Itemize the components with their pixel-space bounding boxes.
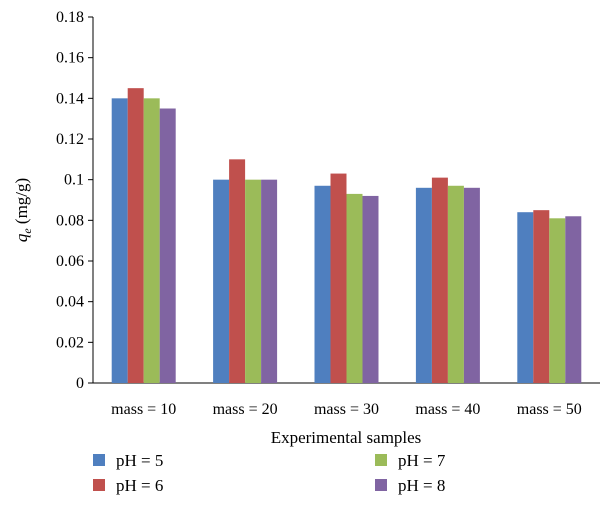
bar xyxy=(346,193,363,383)
bar xyxy=(565,216,582,383)
y-axis-title-subscript: e xyxy=(20,228,34,234)
bar xyxy=(159,108,176,383)
y-tick-label: 0.16 xyxy=(56,50,84,67)
y-tick-label: 0 xyxy=(76,375,84,392)
bar xyxy=(362,195,379,383)
bar xyxy=(517,212,534,383)
bar xyxy=(463,187,480,383)
bar xyxy=(533,210,550,383)
bar xyxy=(415,187,432,383)
y-tick-label: 0.04 xyxy=(56,294,84,311)
y-tick-label: 0.14 xyxy=(56,90,84,107)
x-tick-label: mass = 10 xyxy=(111,401,176,418)
y-tick-label: 0.18 xyxy=(56,9,84,26)
bar xyxy=(213,179,230,383)
bar xyxy=(111,98,128,383)
y-axis-title-unit: (mg/g) xyxy=(12,178,31,229)
legend-label: pH = 8 xyxy=(398,476,445,495)
bar xyxy=(261,179,278,383)
bar xyxy=(330,173,347,383)
legend-label: pH = 6 xyxy=(116,476,163,495)
x-tick-label: mass = 50 xyxy=(517,401,582,418)
y-axis-title: qe (mg/g) xyxy=(12,178,34,242)
legend: pH = 5 pH = 6 pH = 7 pH = 8 xyxy=(93,451,446,495)
y-tick-labels: 0 0.02 0.04 0.06 0.08 0.1 0.12 0.14 0.16 0.18 xyxy=(56,9,93,392)
bar xyxy=(143,98,160,383)
x-tick-label: mass = 30 xyxy=(314,401,379,418)
y-tick-label: 0.1 xyxy=(64,172,84,189)
y-tick-label: 0.06 xyxy=(56,253,84,270)
legend-swatch xyxy=(93,454,105,466)
y-tick-label: 0.02 xyxy=(56,334,84,351)
legend-swatch xyxy=(375,479,387,491)
bar xyxy=(314,185,331,383)
x-tick-labels: mass = 10 mass = 20 mass = 30 mass = 40 mass… xyxy=(111,401,582,418)
legend-label: pH = 7 xyxy=(398,451,446,470)
bar xyxy=(229,159,246,383)
bar xyxy=(431,177,448,383)
legend-swatch xyxy=(93,479,105,491)
x-axis-title: Experimental samples xyxy=(271,428,422,447)
y-tick-label: 0.08 xyxy=(56,212,84,229)
y-tick-label: 0.12 xyxy=(56,131,84,148)
x-tick-label: mass = 40 xyxy=(415,401,480,418)
bar xyxy=(447,185,464,383)
bars xyxy=(111,88,582,384)
bar xyxy=(127,88,144,384)
legend-label: pH = 5 xyxy=(116,451,163,470)
y-axis-title-symbol: q xyxy=(12,233,31,242)
bar xyxy=(549,218,566,383)
legend-swatch xyxy=(375,454,387,466)
bar xyxy=(245,179,262,383)
x-tick-label: mass = 20 xyxy=(213,401,278,418)
